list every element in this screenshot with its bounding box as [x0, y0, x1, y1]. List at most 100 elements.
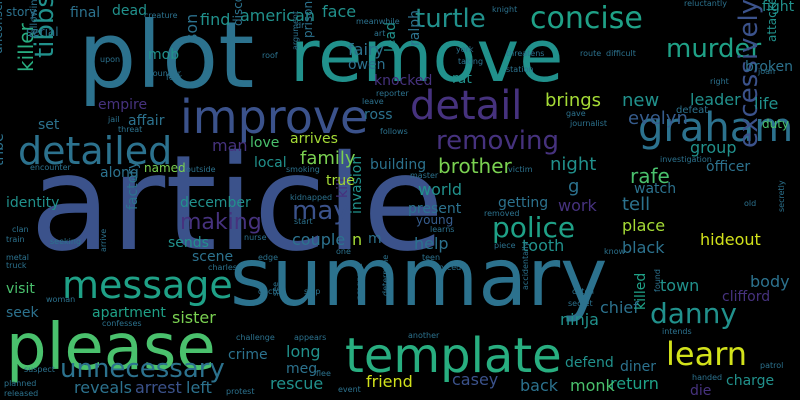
word-creature: creature [144, 11, 178, 20]
word-master: master [410, 171, 439, 180]
word-new: new [622, 90, 660, 111]
word-may: may [292, 196, 349, 226]
word-template: template [345, 328, 562, 384]
word-message: message [62, 263, 233, 307]
word-ross: ross [364, 107, 393, 123]
word-please: please [6, 311, 216, 385]
word-gave: gave [566, 109, 586, 118]
word-police: police [492, 211, 576, 244]
word-turtle: turtle [415, 4, 486, 34]
word-truck: truck [6, 261, 27, 270]
word-crime: crime [228, 347, 268, 363]
word-right: right [710, 77, 729, 86]
word-place: place [622, 216, 666, 235]
word-charge: charge [726, 373, 775, 389]
word-visit: visit [6, 281, 35, 297]
word-sister: sister [172, 308, 216, 327]
word-ralph: ralph [407, 10, 423, 46]
word-learn: learn [666, 335, 748, 373]
word-edge: edge [258, 253, 278, 262]
word-old: old [744, 199, 757, 208]
word-appears: appears [294, 333, 327, 342]
word-intends: intends [662, 327, 692, 336]
word-encounter: encounter [30, 163, 71, 172]
word-clifford: clifford [722, 289, 771, 305]
word-plot: plot [78, 2, 255, 109]
word-leave: leave [362, 97, 384, 106]
word-knocked: knocked [374, 73, 433, 89]
word-chief: chief [600, 298, 639, 317]
word-clan: clan [12, 225, 29, 234]
word-local: local [254, 155, 287, 171]
word-face: face [322, 2, 357, 21]
word-train: train [6, 235, 25, 244]
word-concise: concise [530, 1, 643, 36]
word-art: art [374, 29, 386, 38]
word-threat: threat [118, 125, 143, 134]
word-lead: lead [383, 22, 399, 52]
word-body: body [750, 272, 790, 291]
word-released: released [4, 389, 39, 398]
word-fight: fight [762, 0, 795, 15]
word-difficult: difficult [606, 49, 636, 58]
word-another: another [408, 331, 440, 340]
word-event: event [338, 385, 361, 394]
word-kidnapped: kidnapped [290, 193, 333, 202]
word-reporter: reporter [376, 89, 409, 98]
word-route: route [580, 49, 602, 58]
word-black: black [622, 238, 665, 257]
word-world: world [418, 180, 463, 199]
word-life: life [754, 94, 779, 113]
word-m: m [368, 231, 382, 247]
word-younger: younger [148, 69, 182, 78]
word-long: long [286, 342, 321, 361]
word-suspect: suspect [24, 365, 55, 374]
word-casey: casey [452, 370, 499, 389]
word-threatens: threatens [506, 49, 545, 58]
word-leader: leader [690, 90, 741, 109]
word-making: making [180, 210, 262, 235]
word-smoking: smoking [286, 165, 320, 174]
word-evelyn: evelyn [628, 108, 688, 129]
word-secretly: secretly [777, 180, 786, 212]
word-teen: teen [422, 253, 441, 262]
word-patrol: patrol [760, 361, 784, 370]
word-woman: woman [46, 295, 76, 304]
word-set: set [38, 117, 60, 133]
word-station: station [506, 65, 534, 74]
word-dr: dr [296, 21, 305, 30]
word-victim: victim [508, 165, 533, 174]
word-killed: killed [633, 272, 649, 310]
word-friend: friend [366, 372, 413, 391]
word-article: article [30, 127, 445, 281]
word-duty: duty [762, 117, 790, 131]
word-meg: meg [286, 361, 318, 377]
word-planned: planned [4, 379, 37, 388]
word-left: left [186, 378, 212, 397]
word-die: die [690, 383, 712, 399]
word-ninja: ninja [560, 310, 599, 329]
word-slap: slap [304, 287, 321, 296]
word-taking: taking [458, 57, 484, 66]
word-arrest: arrest [135, 378, 182, 397]
word-outside: outside [186, 165, 216, 174]
word-improve: improve [180, 90, 369, 144]
word-confesses: confesses [102, 319, 142, 328]
word-family: family [300, 148, 356, 169]
word-one: one [336, 247, 351, 256]
word-night: night [550, 154, 597, 175]
word-argument: argument [291, 10, 300, 50]
word-joan: joan [758, 67, 776, 76]
word-true: true [326, 173, 355, 189]
word-accidentally: accidentally [521, 241, 530, 290]
word-dead: dead [112, 3, 147, 19]
word-investigation: investigation [660, 155, 712, 164]
word-detailed: detailed [18, 129, 173, 173]
word-charles: charles [208, 263, 237, 272]
word-town: town [660, 276, 700, 295]
word-help: help [414, 234, 449, 253]
word-diner: diner [620, 359, 657, 375]
word-meanwhile: meanwhile [356, 17, 400, 26]
word-back: back [520, 376, 559, 395]
word-found: found [653, 269, 662, 292]
